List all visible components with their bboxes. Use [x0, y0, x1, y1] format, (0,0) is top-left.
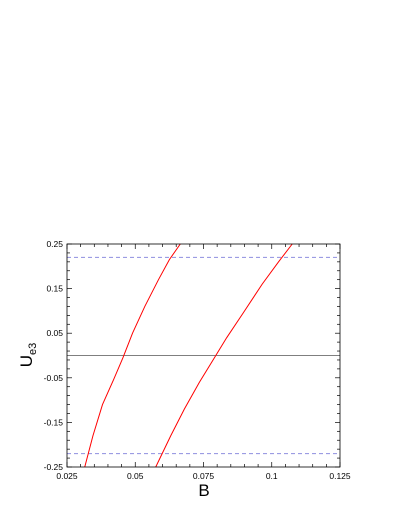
y-tick-label: 0.25: [46, 239, 63, 249]
ticks: [66, 243, 341, 468]
x-axis-title: B: [198, 481, 209, 500]
y-axis-title-main: U: [17, 355, 36, 367]
curves: [84, 243, 293, 468]
x-tick-label: 0.125: [329, 471, 351, 481]
y-tick-label: 0.05: [46, 328, 63, 338]
x-tick-label: 0.075: [193, 471, 215, 481]
y-tick-label: -0.15: [44, 417, 64, 427]
tick-labels: 0.025 0.05 0.075 0.1 0.125 0.25 0.15 0.05 -0.05 -…: [44, 239, 351, 481]
y-axis-title-subscript: e3: [27, 343, 39, 355]
y-tick-label: -0.05: [44, 373, 64, 383]
curve-1: [84, 243, 181, 468]
y-tick-label: -0.25: [44, 462, 64, 472]
svg-text:Ue3: Ue3: [17, 343, 39, 368]
curve-2: [155, 243, 293, 468]
y-axis-title: Ue3: [17, 343, 39, 368]
x-tick-label: 0.05: [127, 471, 144, 481]
x-tick-label: 0.025: [56, 471, 78, 481]
reference-lines: [67, 256, 340, 455]
y-tick-label: 0.15: [46, 284, 63, 294]
x-tick-label: 0.1: [266, 471, 278, 481]
